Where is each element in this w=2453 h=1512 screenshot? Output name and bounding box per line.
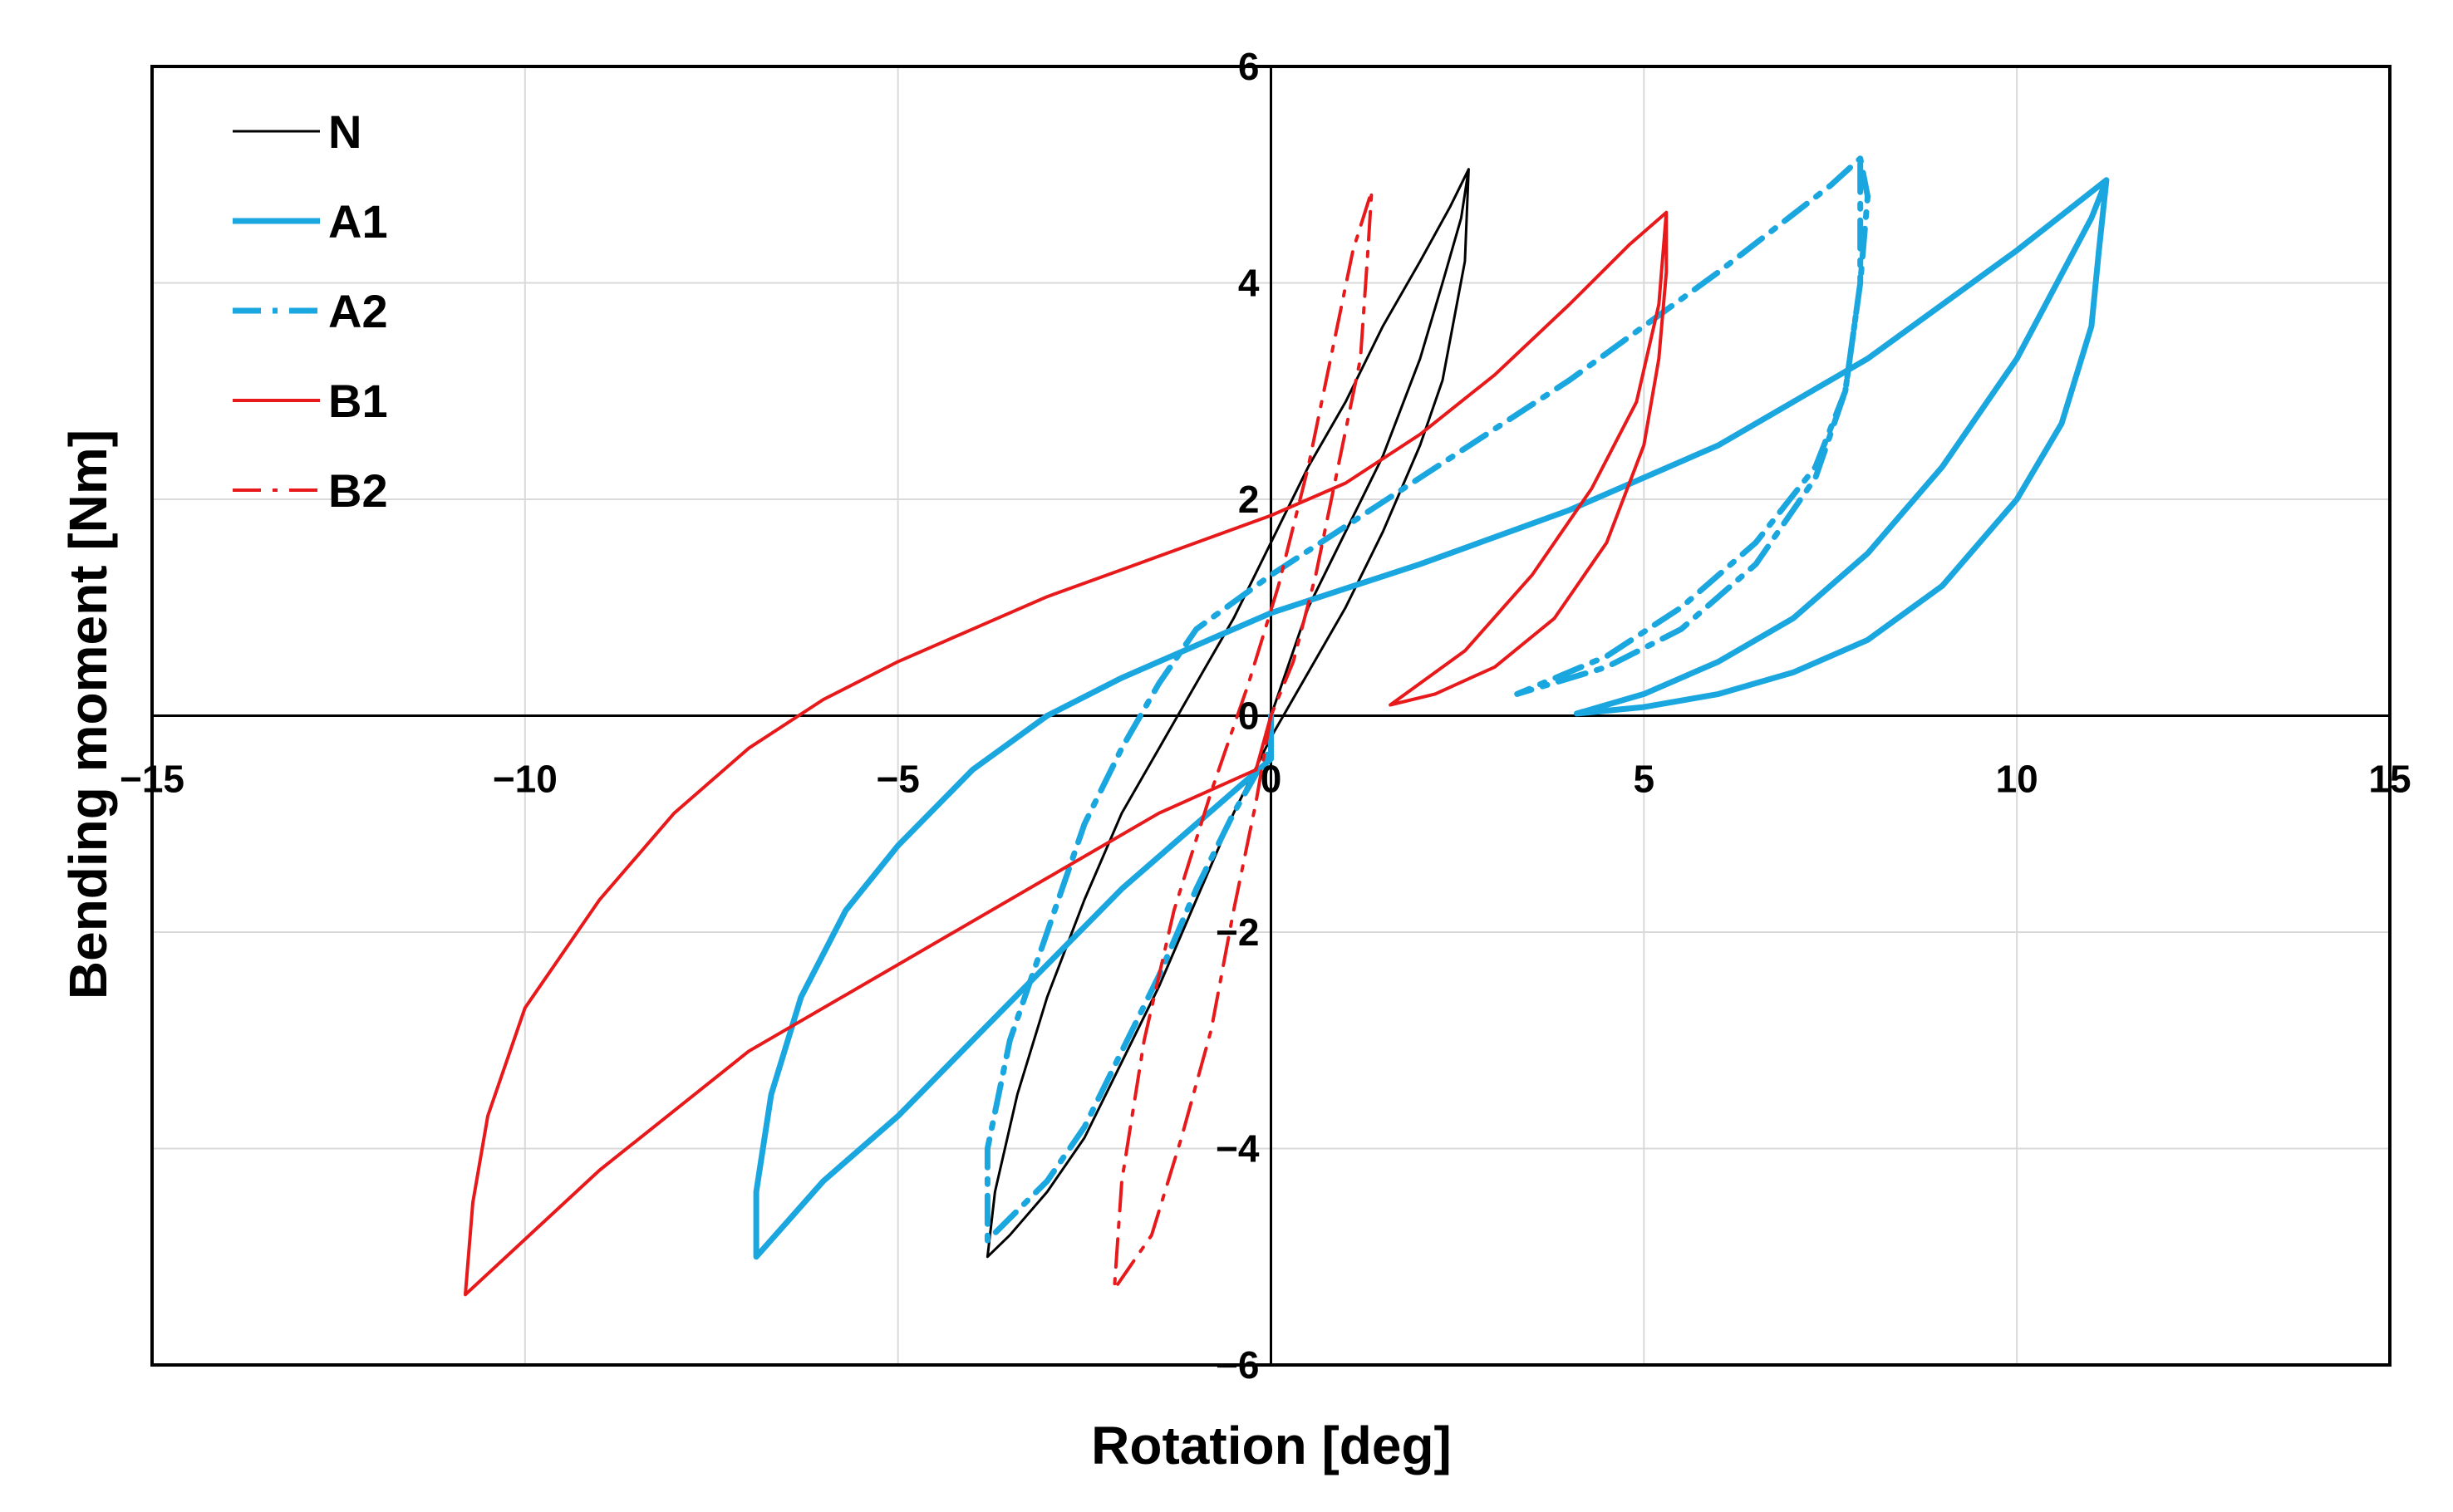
x-tick-label: 15 <box>2368 758 2411 801</box>
y-tick-label: −6 <box>1216 1343 1259 1387</box>
x-tick-label: −5 <box>876 758 919 801</box>
y-tick-labels: −6 −4 −2 0 2 4 6 <box>1216 45 1260 1387</box>
x-tick-label: 10 <box>1996 758 2038 801</box>
legend-label-a1: A1 <box>328 195 388 248</box>
x-tick-label: −10 <box>493 758 558 801</box>
plot-frame <box>150 65 2392 1367</box>
legend: N A1 A2 B1 B2 <box>233 106 388 517</box>
legend-label-b2: B2 <box>328 464 388 517</box>
legend-label-n: N <box>328 106 361 158</box>
x-tick-label: 5 <box>1634 758 1655 801</box>
y-tick-label: 2 <box>1238 478 1260 521</box>
y-tick-label: −2 <box>1216 911 1259 954</box>
y-tick-label: −4 <box>1216 1127 1260 1171</box>
legend-label-a2: A2 <box>328 285 388 337</box>
series-line-a2 <box>984 155 1871 1244</box>
series-line-b2 <box>1113 189 1374 1291</box>
y-tick-label: 4 <box>1238 262 1260 305</box>
x-tick-label: 0 <box>1261 758 1282 801</box>
series-line-n <box>986 168 1470 1259</box>
series-line-b1 <box>464 210 1669 1297</box>
series-line-a1 <box>753 177 2110 1260</box>
x-tick-labels: −15 −10 −5 0 5 10 15 <box>120 758 2411 801</box>
y-tick-label: 6 <box>1238 45 1260 88</box>
series-layer <box>464 155 2110 1297</box>
legend-label-b1: B1 <box>328 375 388 427</box>
y-tick-label: 0 <box>1238 695 1260 738</box>
x-tick-label: −15 <box>120 758 184 801</box>
y-axis-title: Bending moment [Nm] <box>58 430 118 999</box>
x-axis-title: Rotation [deg] <box>1091 1416 1452 1475</box>
